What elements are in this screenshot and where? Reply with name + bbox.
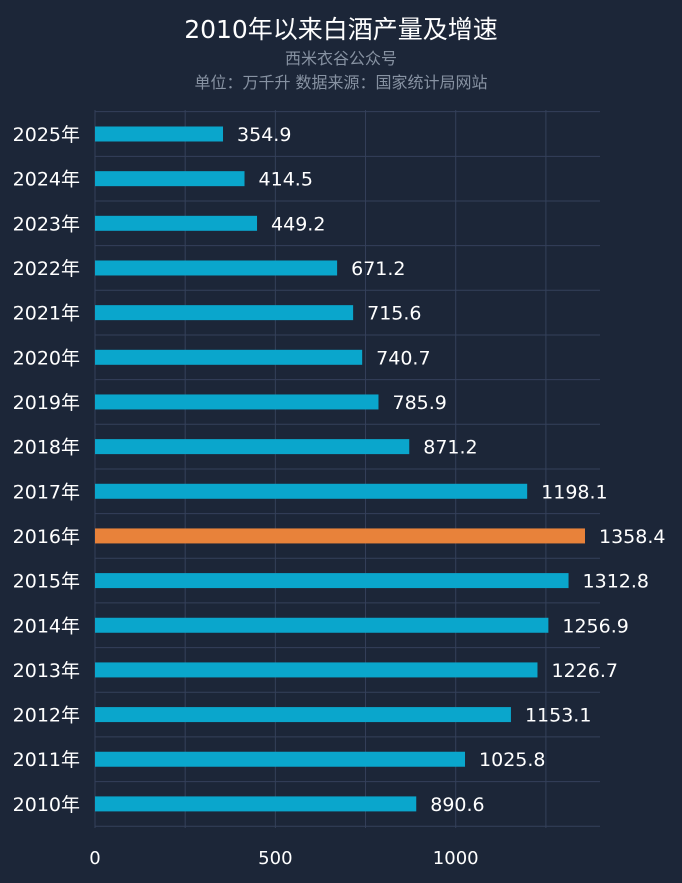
bar-2015年	[95, 573, 569, 589]
bar-2020年	[95, 349, 363, 365]
category-label: 2022年	[13, 258, 80, 280]
x-axis: 0 500 1000	[89, 848, 478, 869]
value-label: 871.2	[423, 437, 477, 459]
x-tick-label: 500	[258, 848, 292, 869]
chart-note: 单位：万千升 数据来源：国家统计局网站	[194, 73, 487, 92]
bar-2016年	[95, 528, 585, 544]
category-label: 2024年	[13, 169, 80, 191]
value-label: 449.2	[271, 213, 325, 235]
value-label: 354.9	[237, 124, 291, 146]
category-label: 2016年	[13, 526, 80, 548]
category-label: 2019年	[13, 392, 80, 414]
bar-layer	[95, 126, 585, 812]
chart-title: 2010年以来白酒产量及增速	[184, 15, 498, 44]
bar-2021年	[95, 305, 354, 321]
bar-2012年	[95, 707, 511, 723]
value-label: 671.2	[351, 258, 405, 280]
value-label: 1153.1	[525, 705, 591, 727]
value-label: 715.6	[367, 303, 421, 325]
bar-2019年	[95, 394, 379, 410]
category-label: 2018年	[13, 437, 80, 459]
value-label: 1025.8	[479, 749, 545, 771]
category-label: 2020年	[13, 347, 80, 369]
bar-2022年	[95, 260, 338, 276]
x-tick-label: 1000	[433, 848, 479, 869]
category-label: 2013年	[13, 660, 80, 682]
value-label: 1358.4	[599, 526, 665, 548]
value-label: 1198.1	[541, 481, 607, 503]
value-label: 414.5	[259, 169, 313, 191]
x-tick-label: 0	[89, 848, 100, 869]
category-label: 2023年	[13, 213, 80, 235]
category-label: 2017年	[13, 481, 80, 503]
value-label: 1226.7	[551, 660, 617, 682]
value-label: 1256.9	[562, 615, 628, 637]
category-label: 2011年	[13, 749, 80, 771]
value-label: 1312.8	[583, 571, 649, 593]
label-layer: 2025年 354.9 2024年 414.5 2023年 449.2 2022年 671.2…	[13, 124, 666, 816]
category-label: 2025年	[13, 124, 80, 146]
bar-2023年	[95, 215, 258, 231]
value-label: 890.6	[430, 794, 484, 816]
category-label: 2012年	[13, 705, 80, 727]
grid-layer	[94, 110, 600, 828]
value-label: 785.9	[392, 392, 446, 414]
category-label: 2014年	[13, 615, 80, 637]
bar-2013年	[95, 662, 538, 678]
bar-2025年	[95, 126, 224, 142]
category-label: 2010年	[13, 794, 80, 816]
bar-2014年	[95, 617, 549, 633]
bar-2018年	[95, 439, 410, 455]
chart-subtitle: 西米衣谷公众号	[285, 49, 397, 68]
category-label: 2021年	[13, 303, 80, 325]
bar-2024年	[95, 171, 245, 187]
value-label: 740.7	[376, 347, 430, 369]
bar-2011年	[95, 751, 466, 767]
bar-2017年	[95, 483, 528, 499]
category-label: 2015年	[13, 571, 80, 593]
bar-2010年	[95, 796, 417, 812]
